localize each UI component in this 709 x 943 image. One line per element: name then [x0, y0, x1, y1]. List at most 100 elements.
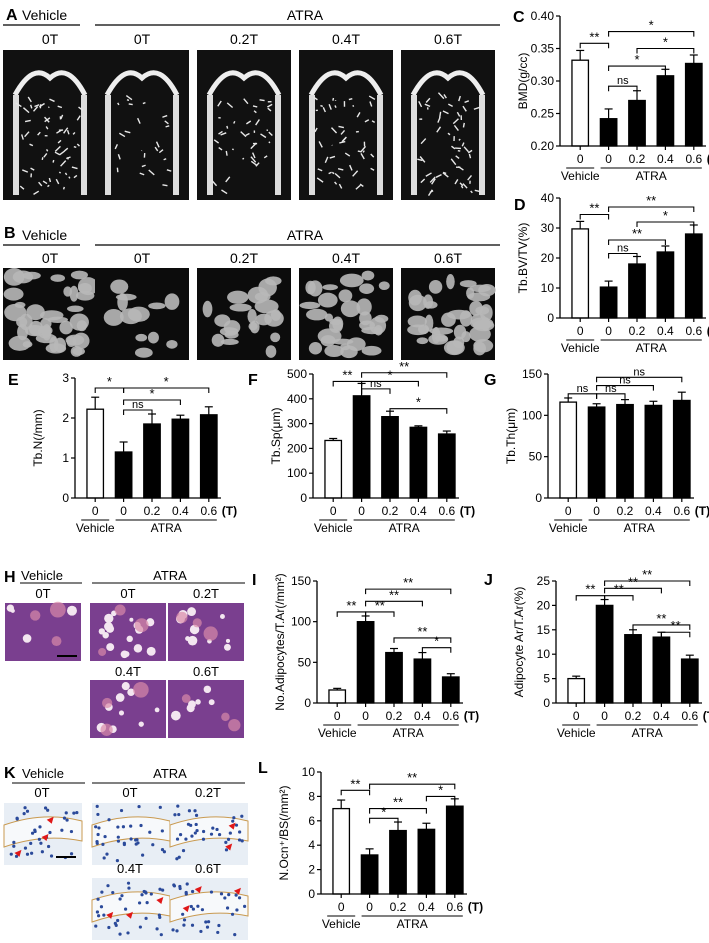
cortex [207, 95, 213, 195]
significance-label: * [416, 395, 421, 410]
nucleus [95, 910, 100, 914]
bone-volume [77, 277, 99, 296]
significance-bracket [393, 637, 452, 643]
trabecula [41, 157, 44, 161]
significance-bracket [361, 380, 419, 387]
trabecula [435, 173, 442, 178]
significance-label: * [663, 208, 668, 223]
significance-label: * [107, 374, 112, 389]
trabecula [29, 143, 34, 147]
significance-label: ** [632, 226, 642, 241]
arrow-icon [156, 897, 164, 905]
x-tick-label: 0 [362, 709, 369, 723]
trabecula [48, 177, 52, 183]
nucleus [157, 913, 161, 917]
significance-label: ns [617, 75, 629, 87]
bone-volume [110, 279, 129, 294]
y-tick-label: 20 [541, 251, 555, 265]
bar [199, 414, 218, 499]
nucleus [217, 832, 222, 837]
bar [332, 807, 351, 895]
y-axis-label: Tb.N(/mm) [31, 409, 45, 466]
y-tick-label: 500 [287, 367, 307, 381]
x-tick-label: 0.2 [382, 504, 399, 518]
bone-volume [469, 300, 483, 316]
trabecula [334, 105, 337, 108]
y-tick-label: 150 [522, 367, 542, 381]
nucleus [64, 811, 68, 815]
adipocyte [223, 643, 231, 651]
x-tick-label: 0 [605, 324, 612, 338]
bar [587, 406, 606, 499]
growth-plate [12, 70, 88, 97]
nucleus [144, 916, 148, 920]
trabecula [21, 134, 24, 140]
bone-fragment [181, 694, 191, 703]
bone-volume [359, 283, 375, 294]
significance-bracket [596, 385, 654, 391]
x-tick-label: 0.6 [442, 709, 459, 723]
trabecula [63, 147, 69, 152]
bone-fragment [30, 610, 41, 621]
trabecula [456, 111, 461, 117]
bar [441, 676, 460, 704]
bone-volume [424, 301, 438, 309]
nucleus [144, 891, 148, 895]
nucleus [160, 848, 165, 852]
significance-bracket [425, 795, 456, 802]
x-unit-label: (T) [222, 504, 237, 518]
trabecula [250, 160, 257, 166]
bar [571, 59, 590, 147]
nucleus [201, 837, 206, 841]
bone-volume [164, 293, 180, 310]
adipocyte [208, 699, 215, 706]
trabecula [164, 120, 169, 125]
adipocyte [66, 605, 77, 616]
adipocyte [154, 707, 160, 713]
nucleus [178, 884, 182, 889]
nucleus [123, 907, 128, 911]
nucleus [232, 816, 236, 820]
nucleus [209, 890, 214, 894]
group-label-atra: ATRA [397, 917, 428, 931]
bone-volume [479, 304, 493, 322]
trabecula [119, 132, 126, 138]
trabecula [72, 131, 76, 135]
x-unit-label: (T) [707, 152, 709, 166]
bar [672, 399, 691, 499]
significance-label: ** [614, 582, 624, 597]
trabecula [165, 125, 170, 128]
significance-bracket [389, 408, 448, 414]
dose-label: 0T [120, 586, 135, 601]
arrow-icon [182, 905, 190, 913]
trabecula [352, 170, 359, 177]
bone-volume [223, 320, 241, 335]
trabecula [370, 153, 375, 158]
trabecula [117, 154, 121, 160]
dose-label: 0.6T [195, 861, 221, 876]
trabecula [128, 103, 133, 106]
significance-label: ** [628, 574, 638, 589]
nucleus [48, 830, 52, 835]
trabecula [447, 132, 451, 136]
bone-volume [459, 310, 473, 327]
significance-bracket [369, 808, 427, 814]
bone-volume [435, 335, 448, 342]
adipocyte [187, 607, 196, 616]
panel-letter: F [248, 372, 258, 389]
bone-volume [469, 326, 491, 342]
bar [437, 433, 456, 499]
bone-volume [119, 308, 142, 325]
trabecula [252, 105, 258, 108]
nucleus [96, 832, 100, 837]
nucleus [233, 933, 237, 937]
dose-label: 0.4T [115, 664, 141, 679]
trabecula [60, 114, 64, 120]
bone-volume [339, 273, 364, 288]
trabecula [38, 181, 43, 187]
nucleus [145, 900, 149, 905]
bone-volume [338, 289, 353, 303]
nucleus [243, 904, 247, 908]
trabecula [461, 142, 465, 147]
